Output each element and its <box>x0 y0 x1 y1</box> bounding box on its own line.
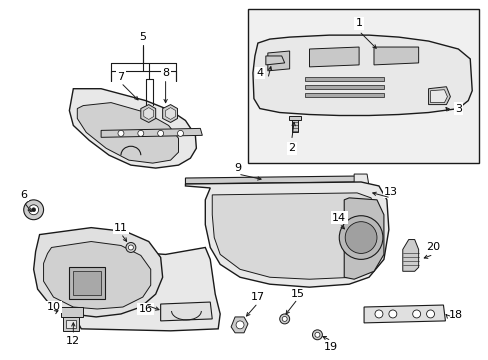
Text: 6: 6 <box>20 190 27 200</box>
Circle shape <box>29 205 39 215</box>
Circle shape <box>24 200 43 220</box>
Polygon shape <box>69 89 196 168</box>
Text: 7: 7 <box>117 72 124 82</box>
Circle shape <box>314 332 319 337</box>
Polygon shape <box>77 103 178 163</box>
Text: 2: 2 <box>287 143 295 153</box>
Polygon shape <box>101 129 202 137</box>
Circle shape <box>118 130 123 136</box>
Circle shape <box>236 321 244 329</box>
Polygon shape <box>34 228 163 317</box>
Polygon shape <box>73 271 101 295</box>
Polygon shape <box>304 85 383 89</box>
Text: 17: 17 <box>250 292 264 302</box>
Polygon shape <box>427 87 449 105</box>
Circle shape <box>412 310 420 318</box>
Text: 8: 8 <box>162 68 169 78</box>
Polygon shape <box>429 90 447 103</box>
Polygon shape <box>291 118 297 132</box>
Circle shape <box>345 222 376 253</box>
Polygon shape <box>185 182 388 287</box>
Polygon shape <box>353 174 368 186</box>
Polygon shape <box>69 267 105 299</box>
Text: 12: 12 <box>66 336 80 346</box>
Text: 5: 5 <box>139 32 146 42</box>
Polygon shape <box>61 307 83 317</box>
Circle shape <box>32 208 36 212</box>
Text: 19: 19 <box>324 342 338 352</box>
Polygon shape <box>161 302 212 321</box>
Polygon shape <box>247 9 478 163</box>
Polygon shape <box>252 35 471 116</box>
Circle shape <box>312 330 322 340</box>
Polygon shape <box>364 305 445 323</box>
Polygon shape <box>265 56 284 65</box>
Circle shape <box>157 130 163 136</box>
Circle shape <box>388 310 396 318</box>
Circle shape <box>126 243 136 252</box>
Circle shape <box>128 245 133 250</box>
Circle shape <box>279 314 289 324</box>
Polygon shape <box>141 105 155 122</box>
Text: 15: 15 <box>290 289 304 299</box>
Text: 20: 20 <box>426 243 440 252</box>
Polygon shape <box>304 77 383 81</box>
Polygon shape <box>71 247 220 331</box>
Polygon shape <box>402 239 418 271</box>
Polygon shape <box>43 242 150 309</box>
Text: 9: 9 <box>234 163 241 173</box>
Bar <box>63 317 79 331</box>
Text: 18: 18 <box>448 310 463 320</box>
Bar <box>66 320 76 328</box>
Polygon shape <box>309 47 358 67</box>
Circle shape <box>138 130 143 136</box>
Circle shape <box>374 310 382 318</box>
Polygon shape <box>231 317 247 333</box>
Text: 3: 3 <box>454 104 461 113</box>
Polygon shape <box>373 47 418 65</box>
Polygon shape <box>185 176 360 184</box>
Text: 14: 14 <box>331 213 346 223</box>
Circle shape <box>282 316 286 321</box>
Text: 4: 4 <box>256 68 263 78</box>
Text: 13: 13 <box>383 187 397 197</box>
Polygon shape <box>163 105 177 122</box>
Polygon shape <box>344 198 383 279</box>
Text: 10: 10 <box>46 302 61 312</box>
Polygon shape <box>267 51 289 71</box>
Circle shape <box>177 130 183 136</box>
Circle shape <box>339 216 382 260</box>
Polygon shape <box>304 93 383 96</box>
Polygon shape <box>165 108 175 120</box>
Text: 1: 1 <box>355 18 362 28</box>
Polygon shape <box>143 108 153 120</box>
Text: 16: 16 <box>139 304 152 314</box>
Text: 11: 11 <box>114 222 128 233</box>
Circle shape <box>426 310 434 318</box>
Polygon shape <box>212 193 376 279</box>
Polygon shape <box>288 117 300 121</box>
